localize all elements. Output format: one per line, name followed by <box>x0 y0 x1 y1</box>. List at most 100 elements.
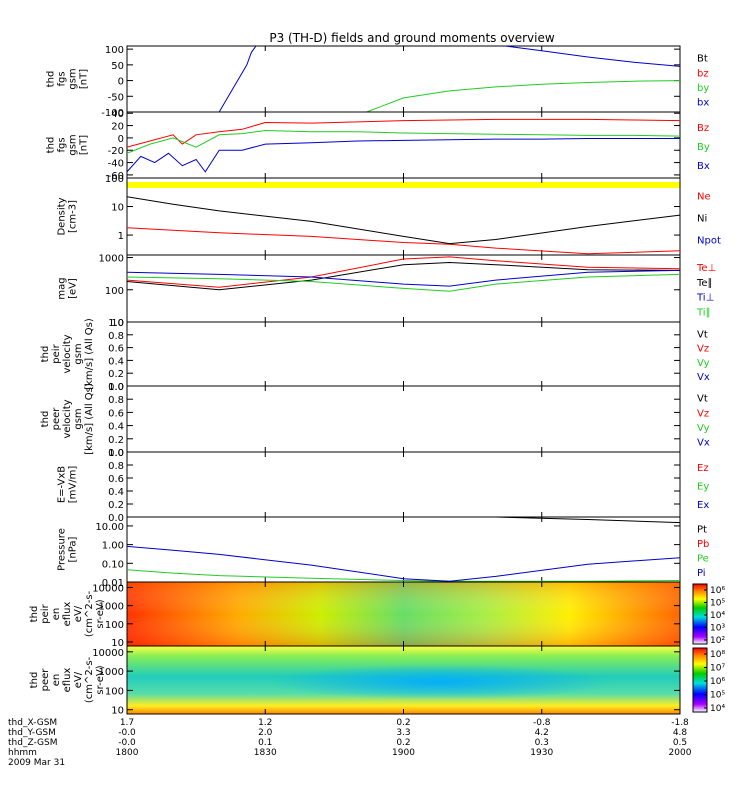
legend-entry: Ey <box>697 481 709 492</box>
flag-bar <box>127 182 680 188</box>
panel-frame <box>126 451 681 518</box>
series-line-Pe <box>126 569 681 582</box>
y-axis-label: thd <box>40 411 51 428</box>
y-axis-label: peer <box>40 668 51 692</box>
series-line-Bz <box>126 118 681 148</box>
y-tick-label: 100 <box>105 45 124 56</box>
y-axis-label: [eV] <box>68 278 79 299</box>
series-line-Te∥ <box>126 261 681 291</box>
x-axis-value: 4.8 <box>673 728 688 738</box>
y-tick-label: 0.0 <box>108 513 124 524</box>
series-line-by <box>366 80 681 113</box>
series-line-Ti⊥ <box>126 269 681 287</box>
y-axis-label: [nPa] <box>68 536 79 562</box>
y-tick-label: 10000 <box>92 648 124 659</box>
y-axis-label: peir <box>51 343 62 363</box>
legend-entry: Te⊥ <box>696 263 716 274</box>
colorbar-tick-label: 10⁴ <box>710 611 725 621</box>
colorbar-tick-label: 10⁵ <box>710 691 725 701</box>
y-tick-label: 0 <box>118 77 124 88</box>
x-axis-value: 4.2 <box>535 728 549 738</box>
panel-7: 1.0 0.8 0.6 0.4 0.2 0.0 E=-VxB [mV/m] Ez Ey Ex <box>57 448 710 524</box>
legend-entry: Vt <box>697 329 708 340</box>
y-tick-label: 10000 <box>92 583 124 594</box>
legend-entry: Bz <box>697 123 709 134</box>
colorbar-tick-label: 10² <box>710 636 725 646</box>
series-line-Te⊥ <box>126 256 681 288</box>
x-axis-value: -0.0 <box>118 738 136 748</box>
y-tick-label: 0.2 <box>108 435 124 446</box>
y-tick-label: 50 <box>111 61 124 72</box>
series-line-Ni <box>126 196 681 245</box>
y-tick-label: 0.8 <box>108 461 124 472</box>
y-tick-label: 1.00 <box>102 541 124 552</box>
y-tick-label: 0.2 <box>108 500 124 511</box>
y-tick-label: 10 <box>111 638 124 649</box>
panel-frame <box>126 516 681 583</box>
y-tick-label: 1000 <box>99 254 124 265</box>
legend-entry: Vy <box>697 358 710 369</box>
panel-8: 10.00 1.00 0.10 0.01 Pressure [nPa] Pt Pb Pe Pi <box>57 516 709 589</box>
x-axis-value: 1930 <box>530 748 553 758</box>
x-axis-value: 0.1 <box>258 738 272 748</box>
colorbar-tick-label: 10⁶ <box>710 586 725 596</box>
panel-frame <box>126 321 681 387</box>
y-tick-label: 1.0 <box>108 318 124 329</box>
panel-frame <box>126 177 681 256</box>
panel-10: 10⁸ 10⁷ 10⁶ 10⁵ 10⁴ 10000 1000 100 10 thd peer en ef… <box>29 645 725 717</box>
panel-9: 10⁶ 10⁵ 10⁴ 10³ 10² 10000 1000 100 10 thd peir en ef… <box>29 581 725 649</box>
x-axis-value: 2000 <box>669 748 692 758</box>
y-axis-label: eflux <box>62 668 73 693</box>
legend-entry: Vx <box>697 438 710 449</box>
y-tick-label: 10 <box>111 318 124 329</box>
panel-frame <box>126 111 681 179</box>
y-axis-label: thd <box>40 346 51 363</box>
y-tick-label: 10 <box>111 203 124 214</box>
legend-entry: bz <box>697 68 709 79</box>
y-axis-label: (cm^2-s- <box>84 656 95 703</box>
y-tick-label: 0.2 <box>108 369 124 380</box>
y-tick-label: 0.4 <box>108 422 124 433</box>
legend-entry: Pi <box>697 568 706 579</box>
y-axis-label: gsm <box>73 343 84 364</box>
y-axis-label: gsm <box>68 134 79 155</box>
x-axis-value: 1800 <box>116 748 139 758</box>
y-tick-label: 40 <box>111 109 124 120</box>
y-axis-label: thd <box>29 672 40 689</box>
legend-entry: Vz <box>697 344 709 355</box>
y-tick-label: 0.6 <box>108 474 124 485</box>
y-axis-label: mag <box>57 277 68 299</box>
series-line-Ti∥ <box>126 273 681 292</box>
y-tick-label: 100 <box>105 686 124 697</box>
legend-entry: Pt <box>697 525 707 536</box>
y-tick-label: 20 <box>111 122 124 133</box>
date-label: 2009 Mar 31 <box>8 758 65 768</box>
y-tick-label: 10.00 <box>95 522 124 533</box>
y-tick-label: 0.0 <box>108 382 124 393</box>
legend-entry: By <box>697 142 710 153</box>
colorbar <box>692 647 708 713</box>
y-axis-label: [km/s] (All Qs) <box>84 318 95 390</box>
y-tick-label: 0.0 <box>108 448 124 459</box>
y-axis-label: sr-eV) <box>95 665 106 694</box>
x-axis-row-label: thd_X-GSM <box>8 718 57 728</box>
y-axis-label: sr-eV) <box>95 599 106 628</box>
y-tick-label: 0.4 <box>108 487 124 498</box>
colorbar-tick-label: 10⁴ <box>710 704 725 714</box>
y-axis-label: Pressure <box>57 528 68 571</box>
x-axis-value: 1830 <box>254 748 277 758</box>
colorbar-tick-label: 10³ <box>710 624 725 634</box>
panel-1: 100 50 0 -50 -100 thd fgs gsm [nT] Bt bz by bx <box>46 45 710 119</box>
x-axis-value: 2.0 <box>258 728 273 738</box>
x-axis-row-label: thd_Z-GSM <box>8 738 57 748</box>
y-tick-label: 1000 <box>99 602 124 613</box>
x-axis-row-label: hhmm <box>8 748 37 758</box>
x-axis-value: -0.8 <box>533 718 551 728</box>
y-axis-label: [mV/m] <box>68 466 79 504</box>
y-axis-label: [nT] <box>79 135 90 155</box>
y-axis-label: fgs <box>57 71 68 86</box>
legend-entry: Pb <box>697 539 709 550</box>
y-axis-label: peir <box>40 603 51 623</box>
legend-entry: Vy <box>697 423 710 434</box>
colorbar-tick-label: 10⁸ <box>710 650 725 660</box>
